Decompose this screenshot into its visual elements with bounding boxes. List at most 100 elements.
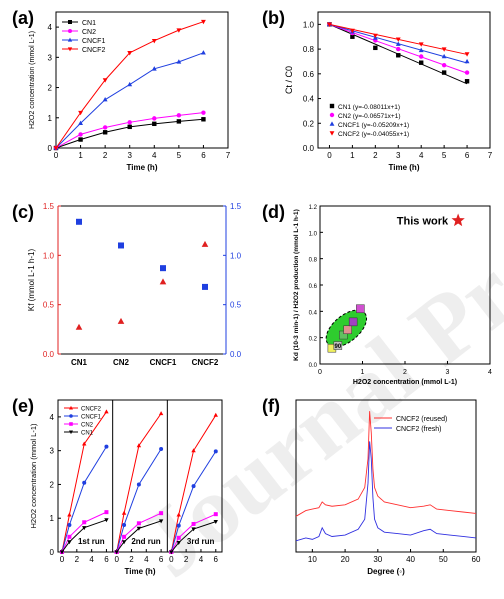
data-point-b bbox=[441, 47, 447, 52]
series-line-e bbox=[116, 448, 162, 553]
x-tick-label-e: 2 bbox=[129, 555, 134, 564]
x-tick-label-a: 1 bbox=[78, 151, 83, 160]
x-tick-label-a: 6 bbox=[201, 151, 206, 160]
y-tick-label-b: 0.8 bbox=[303, 45, 315, 54]
legend-label-b: CN1 (y=-0.08011x+1) bbox=[338, 104, 400, 111]
x-axis-label-d: H2O2 concentration (mmol L-1) bbox=[353, 379, 457, 386]
category-label-c: CN2 bbox=[113, 358, 130, 367]
x-axis-label-e: Time (h) bbox=[125, 567, 156, 576]
series-line-e bbox=[170, 513, 216, 553]
run-label-e: 3rd run bbox=[187, 537, 215, 546]
data-point-a bbox=[176, 119, 182, 124]
series-line-e bbox=[170, 414, 217, 553]
series-line-e bbox=[116, 512, 162, 553]
x-tick-label-d: 1 bbox=[361, 369, 365, 376]
panel-label-b: (b) bbox=[262, 8, 285, 28]
legend-label-e: CNCF2 bbox=[81, 407, 102, 413]
legend-label-e: CN2 bbox=[81, 423, 94, 429]
x-tick-label-a: 7 bbox=[226, 151, 231, 160]
literature-point-label-d: 90 bbox=[335, 344, 342, 350]
legend-marker-a bbox=[68, 20, 72, 24]
data-point-e bbox=[121, 540, 127, 545]
data-point-a bbox=[78, 110, 83, 116]
kf-point-c bbox=[75, 323, 83, 330]
y-tick-label-d: 0.2 bbox=[309, 337, 318, 343]
x-tick-label-f: 30 bbox=[373, 555, 382, 564]
data-point-e bbox=[159, 446, 164, 451]
data-point-b bbox=[418, 42, 424, 47]
legend-marker-e bbox=[69, 405, 73, 410]
data-point-b bbox=[419, 54, 424, 59]
kf-point-c bbox=[201, 240, 209, 247]
right-tick-label-c: 1.5 bbox=[230, 202, 242, 211]
data-point-b bbox=[395, 37, 401, 42]
x-tick-label-e: 6 bbox=[159, 555, 164, 564]
data-point-b bbox=[395, 41, 401, 46]
y-tick-label-d: 1.0 bbox=[309, 231, 318, 237]
category-label-c: CNCF2 bbox=[192, 358, 219, 367]
x-tick-label-f: 60 bbox=[472, 555, 481, 564]
data-point-b bbox=[441, 53, 447, 59]
data-point-b bbox=[350, 34, 355, 39]
this-work-annotation: This work bbox=[397, 215, 449, 227]
legend-label-a: CN2 bbox=[82, 29, 96, 36]
x-tick-label-a: 5 bbox=[177, 151, 182, 160]
left-tick-label-c: 1.5 bbox=[43, 202, 55, 211]
y-tick-label-a: 1 bbox=[48, 114, 53, 123]
data-point-e bbox=[67, 534, 72, 539]
data-point-a bbox=[78, 132, 83, 137]
data-point-e bbox=[176, 535, 181, 540]
x-tick-label-a: 4 bbox=[152, 151, 157, 160]
data-point-a bbox=[127, 124, 132, 130]
legend-label-b: CNCF2 (y=-0.04055x+1) bbox=[338, 131, 409, 138]
series-line-e bbox=[61, 446, 107, 553]
literature-point-d bbox=[343, 325, 352, 335]
data-point-e bbox=[213, 449, 218, 454]
y-tick-label-e: 1 bbox=[50, 514, 55, 523]
x-tick-label-e: 0 bbox=[60, 555, 65, 564]
data-point-e bbox=[213, 512, 218, 517]
legend-label-e: CNCF1 bbox=[81, 415, 102, 421]
x-tick-label-b: 6 bbox=[465, 151, 470, 160]
data-point-e bbox=[191, 448, 196, 453]
x-axis-label-b: Time (h) bbox=[389, 163, 420, 172]
data-point-e bbox=[67, 540, 72, 545]
data-point-a bbox=[201, 110, 206, 115]
data-point-a bbox=[102, 125, 108, 130]
series-line-e bbox=[61, 411, 107, 553]
data-point-e bbox=[82, 480, 87, 485]
category-label-c: CN1 bbox=[71, 358, 88, 367]
data-point-a bbox=[176, 59, 182, 64]
kd-point-c bbox=[118, 242, 124, 249]
data-point-a bbox=[151, 38, 157, 44]
y-tick-label-d: 0.6 bbox=[309, 284, 318, 290]
data-point-b bbox=[396, 53, 401, 58]
y-tick-label-a: 4 bbox=[48, 23, 53, 32]
data-point-a bbox=[201, 117, 206, 122]
x-tick-label-a: 2 bbox=[103, 151, 108, 160]
data-point-b bbox=[441, 70, 447, 75]
data-point-a bbox=[102, 97, 108, 102]
data-point-e bbox=[159, 511, 164, 516]
x-tick-label-f: 40 bbox=[406, 555, 415, 564]
x-tick-label-a: 0 bbox=[54, 151, 59, 160]
y-tick-label-e: 2 bbox=[50, 480, 55, 489]
y-tick-label-d: 0.0 bbox=[309, 363, 318, 369]
y-tick-label-d: 1.2 bbox=[309, 205, 318, 211]
data-point-e bbox=[136, 443, 142, 448]
data-point-e bbox=[121, 510, 127, 515]
x-tick-label-e: 0 bbox=[114, 555, 119, 564]
data-point-e bbox=[104, 518, 109, 523]
right-tick-label-c: 1.0 bbox=[230, 251, 242, 260]
y-tick-label-e: 3 bbox=[50, 447, 55, 456]
x-tick-label-e: 4 bbox=[89, 555, 94, 564]
legend-label-f: CNCF2 (reused) bbox=[396, 416, 447, 423]
data-point-b bbox=[373, 45, 378, 51]
data-point-e bbox=[176, 512, 181, 517]
legend-label-a: CNCF2 bbox=[82, 47, 105, 54]
x-tick-label-d: 0 bbox=[318, 369, 322, 376]
x-tick-label-b: 4 bbox=[419, 151, 424, 160]
data-point-e bbox=[67, 522, 72, 527]
data-point-e bbox=[136, 482, 141, 487]
legend-marker-a bbox=[67, 47, 73, 52]
